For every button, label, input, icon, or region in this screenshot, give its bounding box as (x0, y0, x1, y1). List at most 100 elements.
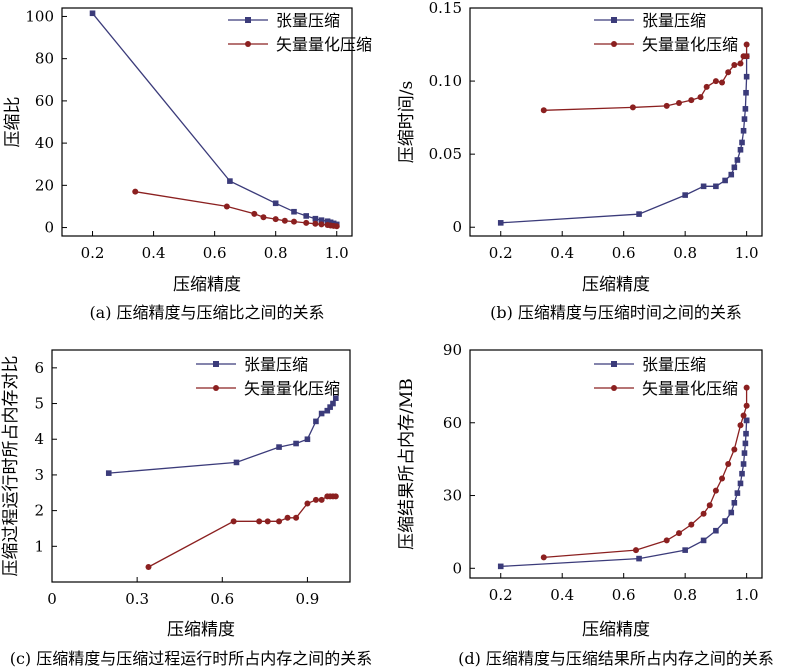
series-line-1 (500, 56, 748, 224)
x-tick-label: 0 (47, 590, 57, 608)
y-tick-label: 0.10 (429, 72, 462, 90)
chart-panel-2: 0.2 0.4 0.6 0.8 1.0 0 0.05 0.10 0.15 压缩精度 压缩时间/s (b… (397, 0, 763, 322)
y-tick-label: 4 (34, 430, 44, 448)
series-line-2 (543, 44, 748, 111)
data-point-square (737, 146, 744, 153)
legend-label: 矢量量化压缩 (244, 379, 340, 398)
data-point-circle (737, 422, 744, 429)
legend-marker-circle (213, 385, 219, 391)
series-line-1 (108, 397, 337, 474)
data-point-square (713, 527, 719, 534)
plot-frame (469, 349, 763, 579)
data-point-square (741, 116, 748, 122)
data-point-circle (312, 220, 319, 227)
x-axis-label: 压缩精度 (173, 275, 241, 295)
data-point-circle (291, 218, 297, 225)
data-point-square (740, 127, 747, 134)
data-point-circle (740, 412, 747, 419)
data-point-square (722, 177, 728, 184)
data-point-circle (719, 79, 726, 86)
data-point-square (636, 211, 642, 217)
data-point-circle (706, 502, 713, 509)
figure-caption: (c) 压缩精度与压缩过程运行时所占内存之间的关系 (10, 649, 373, 668)
series-line-1 (500, 420, 748, 568)
data-point-circle (304, 500, 311, 507)
data-point-square (333, 395, 339, 401)
data-point-circle (731, 62, 738, 68)
data-point-square (731, 164, 738, 171)
data-point-circle (132, 188, 139, 195)
chart-panel-4: 0.2 0.4 0.6 0.8 1.0 0 30 60 90 压缩精度 压缩结果所占内存/MB (d)… (397, 341, 774, 668)
data-point-square (743, 89, 749, 96)
data-point-square (700, 183, 707, 190)
x-tick-label: 0.4 (142, 244, 166, 262)
y-tick-label: 40 (35, 134, 54, 152)
data-point-square (324, 407, 331, 414)
data-point-circle (223, 203, 230, 210)
data-point-square (89, 10, 96, 17)
data-point-circle (540, 554, 547, 561)
data-point-circle (632, 547, 639, 554)
legend-label: 矢量量化压缩 (642, 35, 738, 54)
data-point-circle (303, 219, 310, 226)
data-point-circle (731, 446, 738, 453)
data-point-square (327, 219, 334, 226)
legend-marker-circle (611, 41, 617, 47)
plot-frame (51, 349, 351, 583)
data-point-circle (676, 530, 683, 537)
x-axis-label: 压缩精度 (582, 620, 650, 640)
x-tick-label: 0.4 (550, 586, 574, 604)
y-tick-label: 1 (34, 537, 44, 555)
x-tick-label: 0.6 (203, 244, 227, 262)
data-point-circle (332, 493, 339, 500)
y-tick-label: 60 (443, 414, 462, 432)
y-axis-label: 压缩时间/s (397, 81, 417, 163)
x-tick-label: 0.2 (489, 244, 513, 262)
data-point-square (722, 518, 728, 524)
data-point-circle (663, 102, 670, 109)
data-point-square (327, 404, 333, 410)
data-point-circle (700, 510, 707, 517)
legend-marker-circle (611, 385, 617, 391)
data-point-circle (540, 107, 547, 114)
y-tick-label: 60 (35, 92, 54, 110)
data-point-circle (703, 83, 710, 90)
figure-caption: (d) 压缩精度与压缩结果所占内存之间的关系 (458, 649, 774, 668)
series-line-2 (148, 495, 336, 568)
legend-label: 张量压缩 (276, 11, 340, 30)
data-point-square (304, 436, 311, 443)
data-point-circle (743, 384, 750, 391)
data-point-square (636, 555, 642, 562)
data-point-circle (281, 217, 288, 224)
data-point-circle (629, 104, 636, 111)
data-point-circle (743, 53, 750, 60)
data-point-square (276, 444, 282, 450)
data-point-square (728, 171, 735, 178)
data-point-circle (663, 537, 670, 544)
data-point-circle (743, 402, 750, 409)
y-tick-label: 6 (34, 359, 44, 377)
data-point-square (312, 215, 319, 222)
data-point-square (740, 461, 747, 467)
data-point-circle (697, 94, 704, 101)
data-point-square (737, 480, 744, 487)
y-tick-label: 30 (443, 487, 462, 505)
x-tick-label: 0.2 (489, 586, 513, 604)
data-point-circle (333, 223, 340, 230)
data-point-square (734, 490, 741, 496)
legend-label: 矢量量化压缩 (276, 35, 372, 54)
x-tick-label: 0.9 (295, 590, 319, 608)
data-point-circle (725, 69, 732, 76)
y-tick-label: 20 (35, 176, 54, 194)
x-tick-label: 0.8 (673, 586, 697, 604)
data-point-square (313, 418, 319, 425)
x-tick-label: 1.0 (735, 244, 759, 262)
data-point-square (330, 400, 336, 407)
x-tick-label: 0.8 (673, 244, 697, 262)
y-tick-label: 2 (34, 502, 44, 520)
data-point-circle (318, 221, 325, 228)
y-tick-label: 0.15 (429, 0, 462, 17)
y-tick-label: 0 (44, 219, 54, 237)
